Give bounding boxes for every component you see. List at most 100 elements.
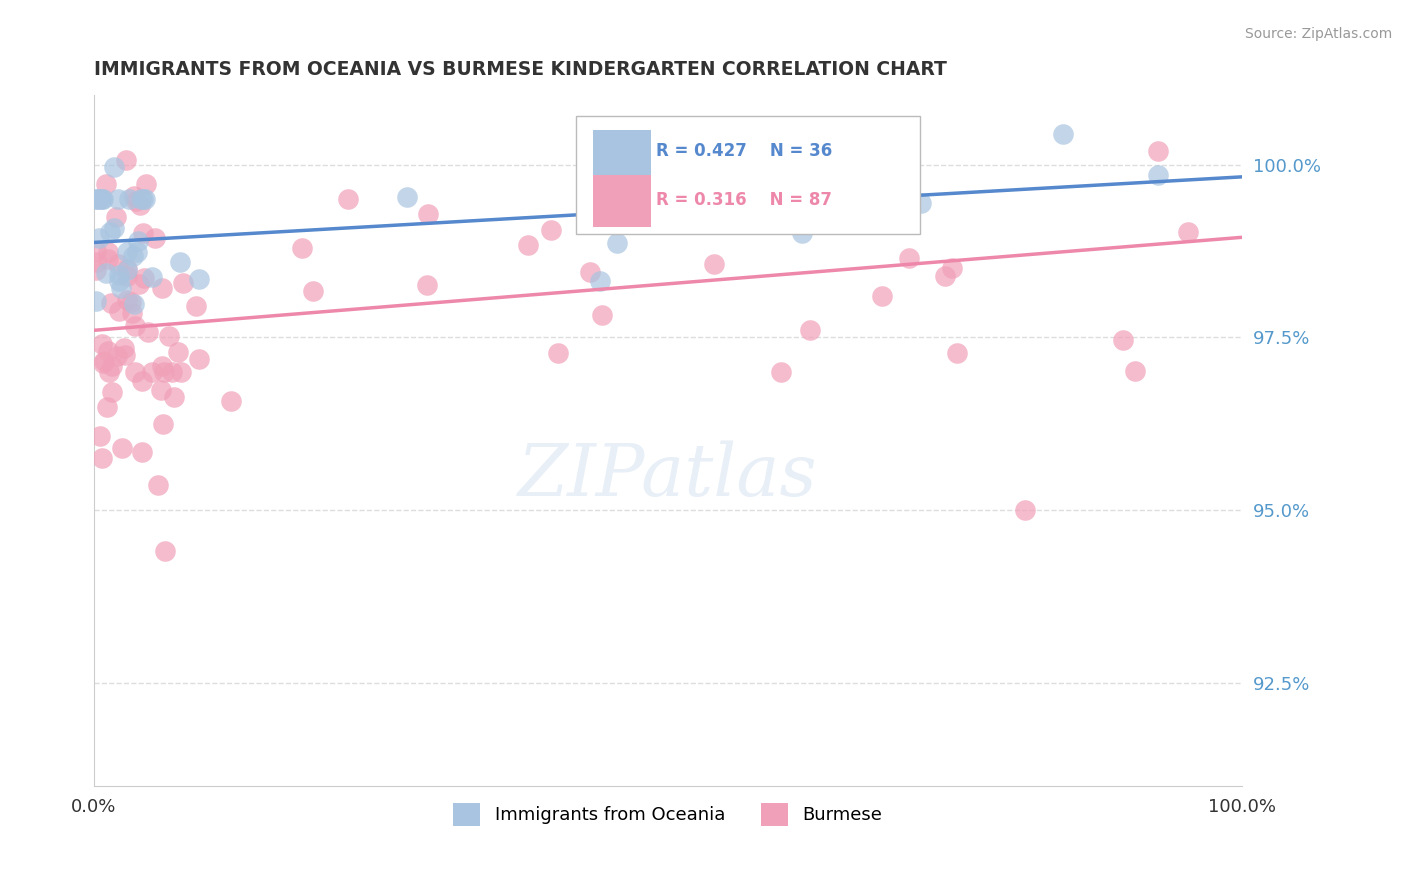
Point (219, 393, 242, 408)
Point (89, 231, 111, 245)
Point (1177, 225, 1199, 239)
Point (1125, 364, 1147, 378)
Point (157, 329, 180, 343)
Point (898, 252, 921, 266)
Point (97, 365, 120, 379)
Point (941, 261, 963, 276)
Point (115, 263, 138, 277)
Point (302, 285, 325, 299)
Point (131, 192, 153, 206)
Point (105, 349, 128, 363)
Point (89, 428, 111, 442)
Point (1052, 127, 1074, 141)
Point (84, 192, 107, 206)
Point (744, 144, 766, 158)
Point (131, 444, 153, 458)
Point (135, 177, 157, 191)
Point (90, 192, 112, 206)
Point (187, 351, 209, 366)
Point (337, 193, 360, 207)
Point (110, 281, 132, 295)
Point (112, 341, 135, 355)
Point (1014, 502, 1036, 516)
Point (132, 192, 155, 206)
Point (132, 271, 155, 285)
Point (104, 210, 127, 224)
Text: Source: ZipAtlas.com: Source: ZipAtlas.com (1244, 27, 1392, 41)
Point (100, 296, 122, 310)
Point (588, 274, 610, 288)
Point (703, 257, 725, 271)
Point (626, 187, 648, 202)
Point (910, 196, 932, 211)
Point (188, 272, 211, 286)
Point (591, 308, 613, 322)
Point (184, 299, 207, 313)
Point (769, 365, 792, 379)
Point (97, 252, 120, 266)
Point (934, 268, 956, 283)
Point (91, 192, 114, 206)
Point (946, 346, 969, 360)
Point (146, 478, 169, 492)
Point (114, 153, 136, 168)
Text: IMMIGRANTS FROM OCEANIA VS BURMESE KINDERGARTEN CORRELATION CHART: IMMIGRANTS FROM OCEANIA VS BURMESE KINDE… (94, 60, 946, 78)
Point (90, 450, 112, 465)
Point (865, 211, 887, 226)
Point (141, 270, 163, 285)
Point (101, 384, 124, 399)
Point (115, 245, 138, 260)
Point (131, 374, 153, 388)
Point (115, 261, 138, 276)
Point (848, 190, 870, 204)
Point (134, 192, 156, 206)
Point (115, 268, 138, 283)
Point (141, 365, 163, 379)
Point (100, 359, 122, 373)
Point (121, 249, 143, 263)
Point (291, 241, 314, 255)
Point (416, 278, 439, 293)
Point (163, 390, 186, 404)
Point (170, 365, 193, 379)
Point (121, 306, 143, 320)
Point (153, 543, 176, 558)
Point (150, 281, 173, 295)
Point (107, 192, 129, 206)
Point (114, 348, 136, 362)
Text: R = 0.316    N = 87: R = 0.316 N = 87 (657, 192, 832, 210)
Point (117, 192, 139, 206)
Point (120, 295, 142, 310)
Point (84, 244, 107, 258)
Point (143, 231, 166, 245)
Point (167, 344, 190, 359)
Point (93, 354, 115, 368)
Point (1146, 169, 1168, 183)
Point (98, 225, 121, 239)
FancyBboxPatch shape (593, 175, 651, 227)
Point (1147, 144, 1170, 158)
Point (127, 245, 149, 260)
Point (152, 417, 174, 432)
Point (86, 255, 108, 269)
Point (103, 160, 125, 174)
Point (96, 178, 118, 192)
Point (96, 401, 118, 415)
Point (91, 356, 114, 370)
Text: ZIPatlas: ZIPatlas (517, 441, 817, 511)
Point (128, 198, 150, 212)
Point (103, 221, 125, 235)
Point (792, 226, 814, 240)
Point (516, 237, 538, 252)
Point (169, 254, 191, 268)
Point (91, 337, 114, 351)
Point (132, 226, 155, 240)
Point (153, 365, 176, 379)
Point (136, 326, 159, 340)
Point (1112, 334, 1135, 348)
Point (124, 365, 146, 379)
Point (97, 343, 120, 358)
Point (128, 277, 150, 291)
Point (122, 188, 145, 202)
Point (152, 359, 174, 373)
